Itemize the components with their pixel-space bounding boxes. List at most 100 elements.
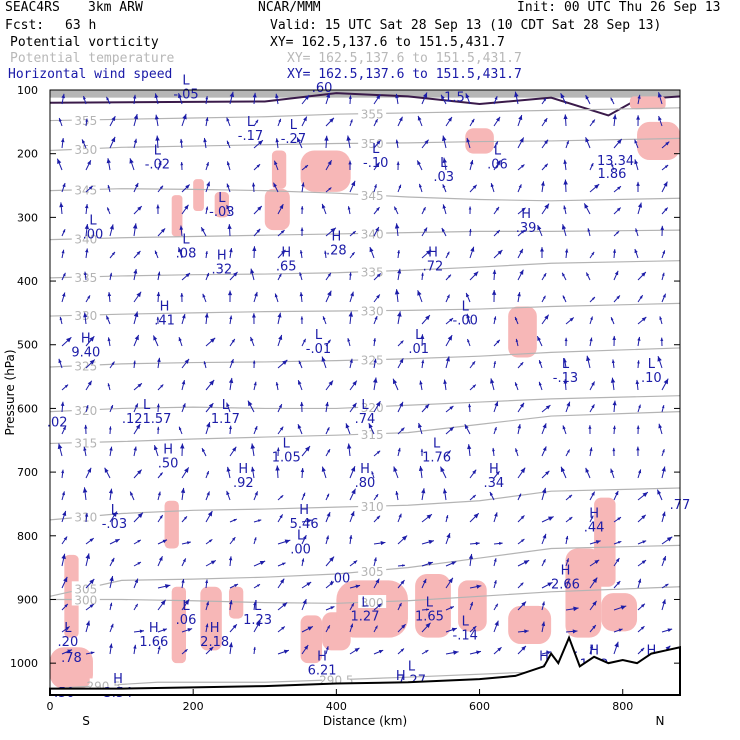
wind-arrowhead [544, 139, 549, 145]
wind-arrowhead [254, 537, 257, 541]
wind-arrowhead [496, 160, 501, 166]
wind-arrowhead [441, 227, 445, 232]
wind-arrowhead [135, 424, 141, 430]
isentrope-355 [49, 107, 681, 122]
wind-arrowhead [398, 602, 402, 607]
wind-arrowhead [499, 541, 503, 546]
wind-arrowhead [201, 227, 205, 232]
wind-arrowhead [205, 579, 209, 584]
wind-arrowhead [634, 159, 639, 165]
wind-arrowhead [419, 380, 423, 385]
wind-arrowhead [305, 446, 311, 452]
wind-arrowhead [421, 488, 426, 494]
wind-arrowhead [591, 251, 595, 256]
pv-extremum-value-36: .44 [584, 520, 605, 535]
pv-region-19 [508, 306, 537, 358]
wind-arrowhead [226, 402, 230, 407]
pv-extremum-value-15: .28 [326, 243, 347, 258]
isentrope-label-315-1: 315 [361, 428, 384, 442]
wind-arrowhead [394, 206, 398, 211]
wind-arrowhead [659, 316, 663, 320]
pv-extremum-type-30: H [163, 443, 173, 458]
wind-arrowhead [663, 181, 668, 187]
wind-arrowhead [208, 403, 214, 409]
wind-arrowhead [496, 116, 501, 122]
wind-arrowhead [612, 249, 617, 253]
pv-extremum-type-45: L [182, 599, 190, 614]
pv-extremum-type-12: H [521, 207, 531, 222]
wind-arrowhead [446, 533, 451, 539]
isentrope-label-345-0: 345 [74, 184, 97, 198]
wind-arrowhead [642, 540, 647, 544]
wind-arrowhead [252, 360, 256, 364]
pv-extremum-value-52: 6.21 [308, 664, 337, 679]
wind-arrowhead [495, 603, 498, 607]
wind-arrowhead [106, 158, 111, 164]
wind-arrowhead [451, 627, 457, 632]
wind-arrowhead [109, 272, 113, 276]
wind-arrowhead [635, 379, 640, 385]
isentrope-label-bg [358, 499, 387, 513]
pv-region-7 [193, 179, 204, 211]
wind-arrowhead [468, 206, 472, 210]
wind-arrowhead [184, 204, 189, 210]
wind-arrowhead [154, 93, 159, 99]
wind-arrowhead [206, 272, 209, 277]
wind-arrowhead [180, 487, 186, 494]
wind-arrowhead [110, 623, 114, 628]
wind-arrowhead [85, 620, 90, 626]
wind-arrowhead [61, 93, 66, 99]
wind-arrowhead [206, 181, 210, 187]
pv-region-0 [50, 647, 93, 689]
isentrope-label-340-1: 340 [361, 227, 384, 241]
wind-arrowhead [203, 361, 207, 365]
wind-arrowhead [397, 311, 402, 317]
wind-arrowhead [585, 467, 590, 473]
pv-extremum-type-50: H [210, 621, 220, 636]
wind-arrowhead [638, 469, 642, 474]
wind-arrowhead [399, 358, 404, 364]
wind-arrowhead [395, 139, 399, 144]
wind-arrowhead [665, 141, 670, 146]
wind-arrowhead [543, 273, 547, 277]
wind-arrowhead [468, 403, 472, 408]
wind-arrowhead [417, 290, 422, 296]
wind-arrowhead [515, 338, 519, 343]
wind-arrowhead [542, 533, 547, 539]
pv-extremum-value-35: .34 [484, 476, 505, 491]
wind-arrowhead [157, 271, 161, 276]
pv-extremum-value-34: .80 [355, 476, 376, 491]
y-tick-label-600: 600 [17, 402, 38, 415]
wind-arrowhead [420, 448, 424, 452]
x-tick-label-200: 200 [183, 700, 204, 713]
wind-arrowhead [425, 650, 429, 653]
wind-arrowhead [521, 601, 527, 607]
wind-arrowhead [299, 292, 304, 297]
wind-arrowhead [497, 250, 503, 255]
plot-frame [49, 89, 681, 696]
wind-arrowhead [157, 357, 161, 363]
wind-arrowhead [616, 295, 620, 300]
wind-arrowhead [661, 599, 666, 605]
wind-arrowhead [278, 334, 283, 341]
wind-arrowhead [664, 207, 668, 212]
wind-arrowhead [153, 335, 158, 341]
wind-arrowhead [89, 359, 95, 365]
wind-arrowhead [595, 540, 601, 544]
isentrope-label-315-0: 315 [74, 436, 97, 450]
wind-arrowhead [519, 137, 524, 143]
wind-arrowhead [520, 515, 525, 520]
wind-arrowhead [89, 336, 95, 342]
wind-arrowhead [250, 466, 255, 472]
wind-arrowhead [446, 251, 450, 255]
pv-extremum-type-21: H [81, 331, 91, 346]
wind-arrowhead [351, 603, 354, 607]
pv-extremum-value-25: .10 [641, 371, 662, 386]
wind-arrowhead [664, 165, 669, 169]
wind-arrowhead [399, 116, 403, 122]
wind-arrowhead [179, 138, 184, 143]
wind-arrowhead [66, 337, 72, 343]
wind-arrowhead [348, 311, 354, 317]
wind-arrowhead [420, 334, 425, 340]
wind-arrowhead [634, 248, 638, 254]
